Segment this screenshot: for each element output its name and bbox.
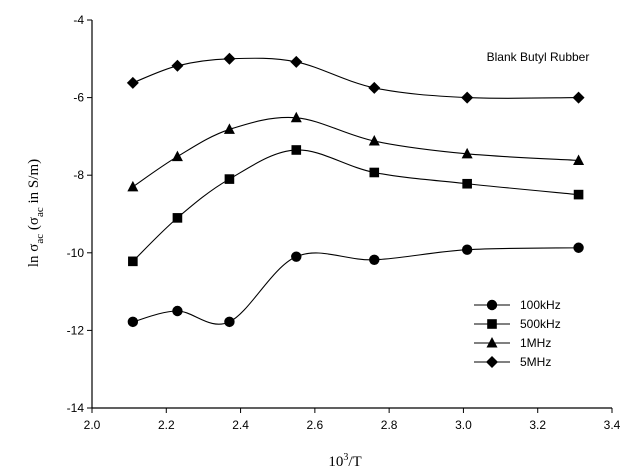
x-axis-title-base: 10 bbox=[328, 454, 343, 470]
data-point-100khz bbox=[127, 316, 139, 328]
chart-annotation: Blank Butyl Rubber bbox=[487, 50, 590, 64]
x-tick-label: 3.4 bbox=[604, 418, 621, 432]
data-point-500khz bbox=[224, 174, 235, 184]
x-tick-label: 3.0 bbox=[455, 418, 472, 432]
legend-label-5mhz: 5MHz bbox=[520, 355, 551, 369]
y-axis-title-c: in S/m) bbox=[26, 159, 42, 207]
y-tick-label: -6 bbox=[73, 91, 84, 105]
x-tick-label: 2.2 bbox=[158, 418, 175, 432]
legend-marker-500khz bbox=[487, 319, 497, 329]
data-point-500khz bbox=[128, 256, 138, 267]
data-point-100khz bbox=[224, 316, 235, 328]
data-point-5mhz bbox=[461, 91, 474, 104]
plot-area: 2.0 2.2 2.4 2.6 2.8 3.0 3.2 3.4 -4 -6 -8 -10 -12 -14 1… bbox=[67, 13, 621, 432]
y-axis-title-a-sub: ac bbox=[34, 234, 46, 244]
series-line-100khz bbox=[132, 247, 579, 325]
y-axis-title-a: ln σ bbox=[26, 244, 42, 268]
data-point-5mhz bbox=[171, 59, 184, 72]
data-point-1mhz bbox=[171, 150, 183, 162]
x-tick-label: 3.2 bbox=[529, 418, 546, 432]
data-point-1mhz bbox=[368, 135, 380, 146]
y-axis-title-b-sub: ac bbox=[34, 207, 46, 217]
legend-marker-1mhz bbox=[486, 337, 498, 348]
y-tick-label: -14 bbox=[67, 401, 85, 415]
data-point-100khz bbox=[461, 244, 473, 255]
data-point-500khz bbox=[573, 189, 584, 200]
x-tick-label: 2.8 bbox=[381, 418, 398, 432]
x-tick-label: 2.4 bbox=[232, 418, 249, 432]
data-point-5mhz bbox=[572, 91, 585, 104]
data-point-5mhz bbox=[223, 52, 236, 65]
data-point-500khz bbox=[369, 167, 380, 178]
legend-label-500khz: 500kHz bbox=[520, 317, 561, 331]
data-point-100khz bbox=[369, 254, 380, 265]
data-point-100khz bbox=[172, 305, 183, 317]
y-axis-title: ln σac (σac in S/m) bbox=[26, 159, 46, 267]
data-point-500khz bbox=[291, 145, 302, 155]
x-axis-title-rest: /T bbox=[348, 454, 361, 470]
data-point-1mhz bbox=[573, 154, 585, 165]
data-point-500khz bbox=[462, 178, 472, 189]
y-tick-label: -4 bbox=[73, 13, 84, 27]
x-tick-label: 2.0 bbox=[84, 418, 101, 432]
series-line-1mhz bbox=[132, 116, 579, 188]
series-line-5mhz bbox=[132, 57, 579, 99]
data-point-100khz bbox=[573, 242, 584, 253]
y-tick-label: -12 bbox=[67, 323, 85, 337]
data-point-500khz bbox=[172, 213, 183, 223]
data-point-5mhz bbox=[368, 81, 381, 94]
y-tick-label: -8 bbox=[73, 168, 84, 182]
legend-marker-5mhz bbox=[486, 356, 498, 368]
data-point-100khz bbox=[291, 251, 302, 262]
series-line-500khz bbox=[132, 149, 579, 262]
x-axis-title-sup: 3 bbox=[343, 452, 348, 463]
data-point-1mhz bbox=[290, 111, 302, 123]
x-tick-label: 2.6 bbox=[307, 418, 324, 432]
legend-marker-100khz bbox=[486, 299, 498, 311]
data-point-1mhz bbox=[127, 180, 139, 192]
data-point-5mhz bbox=[126, 76, 139, 89]
data-point-1mhz bbox=[223, 123, 235, 134]
legend-label-100khz: 100kHz bbox=[520, 298, 561, 312]
y-tick-label: -10 bbox=[67, 246, 85, 260]
data-point-1mhz bbox=[461, 147, 473, 159]
legend-label-1mhz: 1MHz bbox=[520, 336, 551, 350]
data-point-5mhz bbox=[290, 55, 303, 68]
y-axis-title-b: (σ bbox=[26, 217, 42, 234]
legend: 100kHz 500kHz 1MHz 5MHz bbox=[474, 298, 561, 369]
x-axis-title: 103/T bbox=[328, 452, 361, 470]
